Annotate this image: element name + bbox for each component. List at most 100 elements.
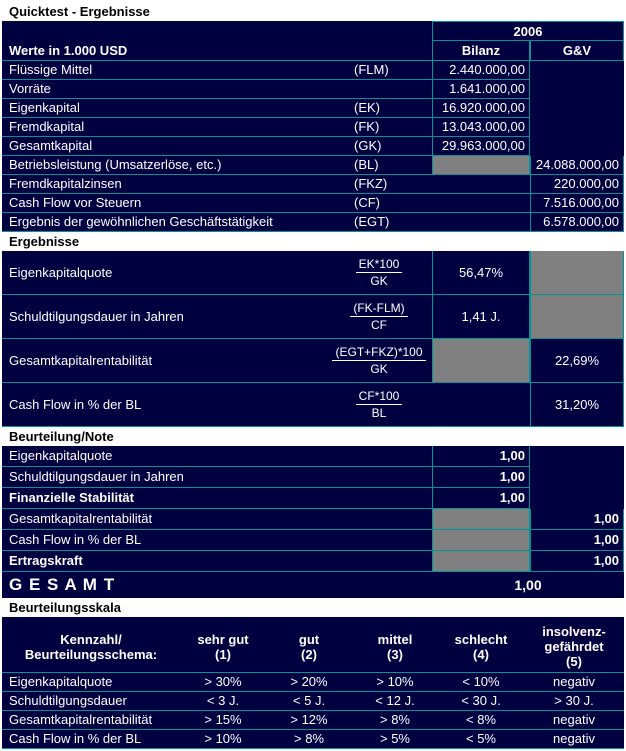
scale-header-line: Beurteilungsschema: [24,646,158,662]
bilanz-empty-cell [432,175,530,194]
row-label: Schuldtilgungsdauer in Jahren [2,467,352,488]
bilanz-result-blank-cell [432,383,530,426]
gv-rating-value-cell[interactable]: 1,00 [530,530,624,551]
scale-value: < 5 J. [292,693,326,708]
row-label: Cash Flow vor Steuern [2,194,352,213]
gv-value-cell[interactable]: 6.578.000,00 [530,213,624,232]
total-label: G E S A M T [9,575,116,594]
scale-header-line: Kennzahl/ [60,631,122,647]
bilanz-value-cell[interactable]: 1.641.000,00 [432,80,530,99]
scale-value: > 30 J. [554,693,594,708]
section-header-ergebnisse: Ergebnisse [2,232,624,251]
scale-value: < 5% [466,731,496,746]
formula-denominator: CF [371,318,387,332]
scale-value: > 12% [290,712,328,727]
scale-header-line: (1) [215,646,231,662]
gv-value-cell[interactable]: 24.088.000,00 [530,156,624,175]
bilanz-result-value-cell[interactable]: 56,47% [432,251,530,294]
row-code [352,530,432,551]
formula: (FK-FLM) CF [326,295,432,338]
scale-value: > 30% [204,674,242,689]
gv-rating-value-cell[interactable]: 1,00 [530,551,624,572]
gv-result-disabled-cell [530,251,624,294]
row-label: Eigenkapital [2,99,352,118]
bilanz-result-disabled-cell [432,339,530,382]
input-row: Cash Flow vor Steuern (CF) 7.516.000,00 [2,194,624,213]
gv-rating-blank-cell [530,488,624,509]
gv-rating-value-cell[interactable]: 1,00 [530,509,624,530]
bilanz-rating-value-cell[interactable]: 1,00 [432,488,530,509]
gv-result-disabled-cell [530,295,624,338]
scale-header-kennzahl: Kennzahl/Beurteilungsschema: [2,621,180,672]
bilanz-value-cell[interactable]: 13.043.000,00 [432,118,530,137]
row-label: Ergebnis der gewöhnlichen Geschäftstätig… [2,213,352,232]
scale-header-line: insolvenz- [542,624,606,639]
rating-row: Cash Flow in % der BL 1,00 [2,530,624,551]
scale-value: > 15% [204,712,242,727]
scale-header-grade: mittel (3) [352,621,438,672]
gv-blank-cell [530,99,624,118]
input-row: Ergebnis der gewöhnlichen Geschäftstätig… [2,213,624,232]
column-header-bilanz: Bilanz [432,41,530,61]
scale-value: > 8% [294,731,324,746]
row-label: Ertragskraft [2,551,352,572]
formula: (EGT+FKZ)*100 GK [326,339,432,382]
gv-blank-cell [530,118,624,137]
bilanz-rating-disabled-cell [432,509,530,530]
scale-value: < 8% [466,712,496,727]
row-code [352,446,432,467]
row-label: Fremdkapital [2,118,352,137]
gv-result-value-cell[interactable]: 22,69% [530,339,624,382]
row-label: Cash Flow in % der BL [9,397,142,412]
bilanz-result-value-cell[interactable]: 1,41 J. [432,295,530,338]
column-header-gv: G&V [530,41,624,61]
scale-header-line: gut [298,631,320,647]
sheet-title: Quicktest - Ergebnisse [2,2,624,21]
results-section: Eigenkapitalquote EK*100 GK 56,47% Schuldtil… [2,251,624,427]
row-code [352,551,432,572]
rating-row: Eigenkapitalquote 1,00 [2,446,624,467]
input-row: Fremdkapitalzinsen (FKZ) 220.000,00 [2,175,624,194]
bilanz-rating-value-cell[interactable]: 1,00 [432,467,530,488]
formula: EK*100 GK [326,251,432,294]
year-row: 2006 [2,21,624,41]
formula-numerator: EK*100 [355,257,403,273]
bilanz-value-cell[interactable]: 29.963.000,00 [432,137,530,156]
gv-value-cell[interactable]: 7.516.000,00 [530,194,624,213]
scale-header-grade: sehr gut (1) [180,621,266,672]
row-code: (FK) [352,118,432,137]
gv-value-cell[interactable]: 220.000,00 [530,175,624,194]
scale-header-line: gefährdet [544,639,604,654]
gv-result-value-cell[interactable]: 31,20% [530,383,624,426]
bilanz-rating-value-cell[interactable]: 1,00 [432,446,530,467]
bilanz-value-cell[interactable]: 2.440.000,00 [432,61,530,80]
input-row: Flüssige Mittel (FLM) 2.440.000,00 [2,61,624,80]
scale-value: < 3 J. [206,693,240,708]
scale-header-grade: schlecht (4) [438,621,524,672]
rating-row: Schuldtilgungsdauer in Jahren 1,00 [2,467,624,488]
row-code: (FKZ) [352,175,432,194]
row-label: Cash Flow in % der BL [9,731,142,746]
scale-row: Gesamtkapitalrentabilität > 15% > 12% > 8% <… [2,711,624,730]
gv-blank-cell [530,80,624,99]
bilanz-rating-disabled-cell [432,551,530,572]
input-section: Flüssige Mittel (FLM) 2.440.000,00 Vorräte 1… [2,61,624,232]
scale-value: negativ [553,731,595,746]
rating-row: Finanzielle Stabilität 1,00 [2,488,624,509]
scale-header-line: (4) [473,646,489,662]
row-label: Eigenkapitalquote [2,446,352,467]
bilanz-value-cell[interactable]: 16.920.000,00 [432,99,530,118]
input-row: Eigenkapital (EK) 16.920.000,00 [2,99,624,118]
year-cell[interactable]: 2006 [432,21,624,41]
scale-row: Schuldtilgungsdauer < 3 J. < 5 J. < 12 J. < … [2,692,624,711]
formula-denominator: BL [371,406,387,420]
row-label: Finanzielle Stabilität [2,488,352,509]
result-row: Schuldtilgungsdauer in Jahren (FK-FLM) CF 1… [2,295,624,339]
row-label: Eigenkapitalquote [9,265,113,280]
total-value[interactable]: 1,00 [514,577,542,593]
scale-header-row: Kennzahl/Beurteilungsschema: sehr gut (1) g… [2,621,624,673]
scale-value: < 12 J. [375,693,415,708]
total-row: G E S A M T 1,00 [2,572,624,598]
formula: CF*100 BL [326,383,432,426]
